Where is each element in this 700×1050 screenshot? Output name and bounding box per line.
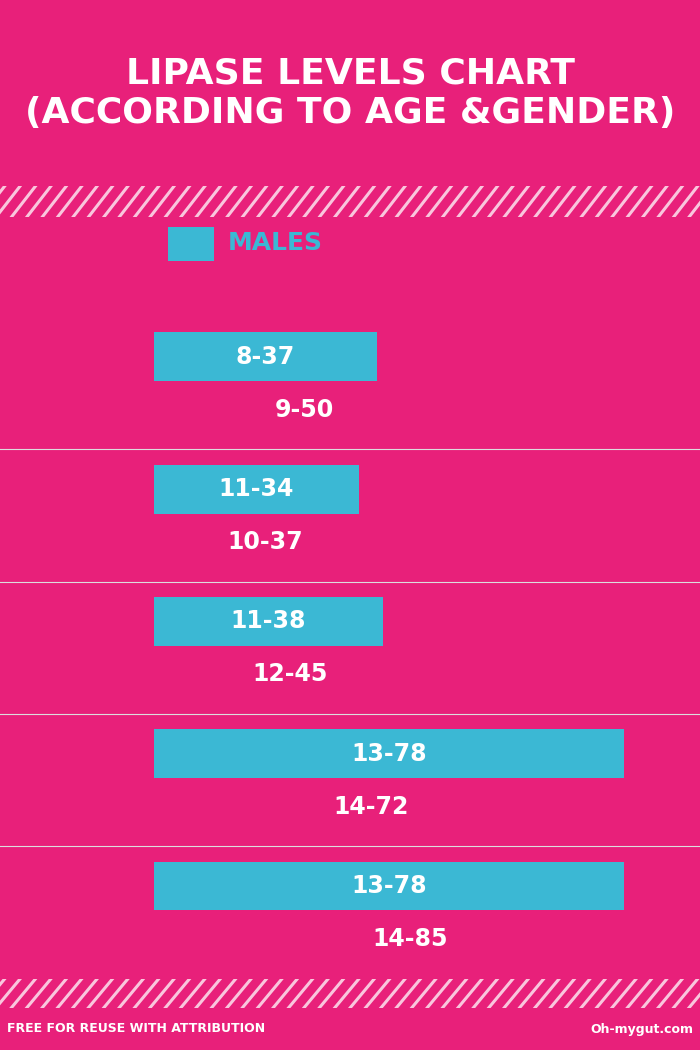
Text: MALES: MALES — [228, 231, 323, 255]
FancyBboxPatch shape — [154, 729, 624, 778]
Text: FREE FOR REUSE WITH ATTRIBUTION: FREE FOR REUSE WITH ATTRIBUTION — [7, 1023, 265, 1035]
FancyBboxPatch shape — [154, 915, 666, 964]
Text: 13-78: 13-78 — [351, 874, 427, 898]
Text: 14-72: 14-72 — [333, 795, 409, 819]
FancyBboxPatch shape — [154, 464, 359, 513]
Text: 10-37: 10-37 — [228, 530, 303, 554]
Text: 11-34: 11-34 — [219, 477, 294, 501]
FancyBboxPatch shape — [154, 782, 588, 832]
Text: 18-70 y: 18-70 y — [76, 773, 140, 788]
FancyBboxPatch shape — [154, 650, 426, 699]
FancyBboxPatch shape — [168, 275, 214, 309]
Text: LIPASE LEVELS CHART
(ACCORDING TO AGE &GENDER): LIPASE LEVELS CHART (ACCORDING TO AGE &G… — [25, 57, 676, 129]
Text: 11-38: 11-38 — [231, 609, 307, 633]
Text: 7 m - 1 y: 7 m - 1 y — [66, 508, 140, 523]
Text: 13-78: 13-78 — [351, 741, 427, 765]
Text: 2-17 y: 2-17 y — [87, 640, 140, 655]
Text: 9-50: 9-50 — [275, 398, 335, 422]
Text: > 70 Y: > 70 Y — [85, 905, 140, 920]
FancyBboxPatch shape — [154, 861, 624, 910]
FancyBboxPatch shape — [154, 518, 377, 567]
Text: 14-85: 14-85 — [372, 927, 448, 951]
Text: 8-37: 8-37 — [236, 344, 295, 369]
FancyBboxPatch shape — [154, 596, 383, 646]
Text: FEMALES: FEMALES — [228, 279, 356, 303]
Text: Oh-mygut.com: Oh-mygut.com — [590, 1023, 693, 1035]
Text: 12-45: 12-45 — [252, 663, 328, 687]
Text: 0-6 months: 0-6 months — [43, 376, 140, 391]
FancyBboxPatch shape — [168, 228, 214, 261]
FancyBboxPatch shape — [154, 385, 456, 435]
FancyBboxPatch shape — [154, 332, 377, 381]
